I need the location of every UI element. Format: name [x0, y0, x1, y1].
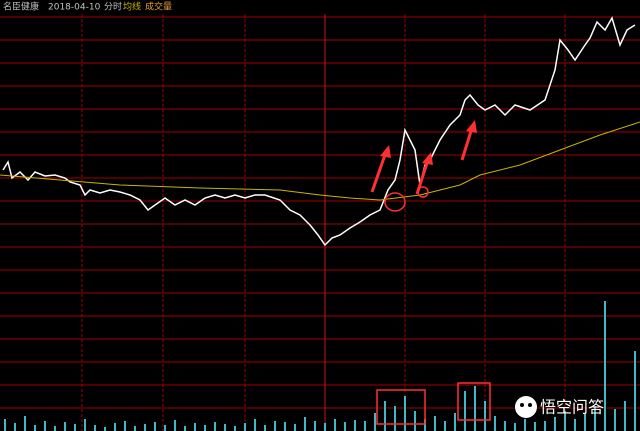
volume-bar: [24, 416, 26, 431]
volume-bar: [454, 413, 456, 431]
volume-bar: [474, 386, 476, 431]
stock-name: 名臣健康: [3, 1, 39, 13]
volume-bar: [174, 420, 176, 431]
period: 分时: [104, 1, 122, 13]
volume-bar: [114, 423, 116, 431]
volume-bar: [404, 396, 406, 431]
volume-bar: [104, 427, 106, 431]
volume-bar: [494, 416, 496, 431]
volume-title: 成交量: [145, 1, 172, 13]
volume-bar: [324, 423, 326, 431]
volume-bar: [414, 411, 416, 431]
volume-bar: [634, 351, 636, 431]
volume-bar: [524, 419, 526, 431]
grid: [0, 14, 640, 431]
volume-bar: [564, 411, 566, 431]
volume-bar: [344, 422, 346, 431]
volume-bar: [554, 417, 556, 431]
volume-bar: [334, 419, 336, 431]
price-line: [2, 16, 636, 247]
arrow: [415, 159, 430, 195]
volume-bar: [264, 425, 266, 431]
volume-bar: [504, 421, 506, 431]
arrow-head: [422, 152, 433, 165]
arrow-head: [466, 120, 477, 133]
volume-bar: [304, 417, 306, 431]
volume-bar: [74, 424, 76, 431]
volume-bar: [54, 426, 56, 431]
arrow: [460, 127, 474, 161]
arrow-head: [380, 145, 391, 158]
volume-bar: [314, 421, 316, 431]
volume-bar: [124, 421, 126, 431]
highlight-box: [457, 382, 491, 421]
volume-bar: [64, 422, 66, 431]
volume-bar: [254, 419, 256, 431]
volume-bar: [544, 421, 546, 431]
volume-bar: [464, 391, 466, 431]
date: 2018-04-10: [48, 3, 101, 13]
watermark-icon: [515, 396, 537, 418]
volume-bar: [154, 422, 156, 431]
legend-entry: 均线: [123, 1, 141, 13]
volume-bar: [84, 419, 86, 431]
volume-bar: [94, 425, 96, 431]
volume-bar: [434, 416, 436, 431]
volume-bar: [44, 421, 46, 431]
volume-bar: [374, 413, 376, 431]
volume-bar: [274, 421, 276, 431]
volume-bar: [604, 301, 606, 431]
volume-bar: [624, 401, 626, 431]
volume-bar: [384, 401, 386, 431]
volume-bar: [234, 426, 236, 431]
volume-bar: [194, 423, 196, 431]
volume-bar: [14, 423, 16, 431]
highlight-box: [376, 389, 426, 425]
volume-bar: [584, 413, 586, 431]
volume-bar: [224, 424, 226, 431]
arrow: [370, 151, 388, 193]
volume-bar: [594, 406, 596, 431]
circle-mark: [384, 192, 406, 212]
watermark-icon: [528, 403, 532, 407]
average-line: [0, 121, 640, 201]
volume-bar: [364, 421, 366, 431]
volume-bar: [284, 422, 286, 431]
volume-bar: [514, 423, 516, 431]
plot: [0, 16, 640, 431]
volume-bar: [294, 424, 296, 431]
volume-bar: [4, 419, 6, 431]
annotations: [370, 120, 491, 425]
volume-bar: [614, 409, 616, 431]
volume-bar: [424, 419, 426, 431]
volume-bar: [484, 401, 486, 431]
volume-bar: [134, 426, 136, 431]
volume-bar: [354, 420, 356, 431]
volume-bar: [214, 422, 216, 431]
watermark-text: 悟空问答: [540, 398, 604, 417]
volume-bar: [394, 406, 396, 431]
volume-bar: [534, 422, 536, 431]
volume-bar: [144, 424, 146, 431]
volume-bar: [184, 426, 186, 431]
volume-bar: [244, 423, 246, 431]
volume-bar: [34, 425, 36, 431]
watermark-icon: [520, 403, 524, 407]
watermark: 悟空问答: [515, 396, 604, 418]
volume-bar: [204, 425, 206, 431]
volume-bar: [164, 425, 166, 431]
volume-bar: [574, 419, 576, 431]
volume-bar: [444, 421, 446, 431]
